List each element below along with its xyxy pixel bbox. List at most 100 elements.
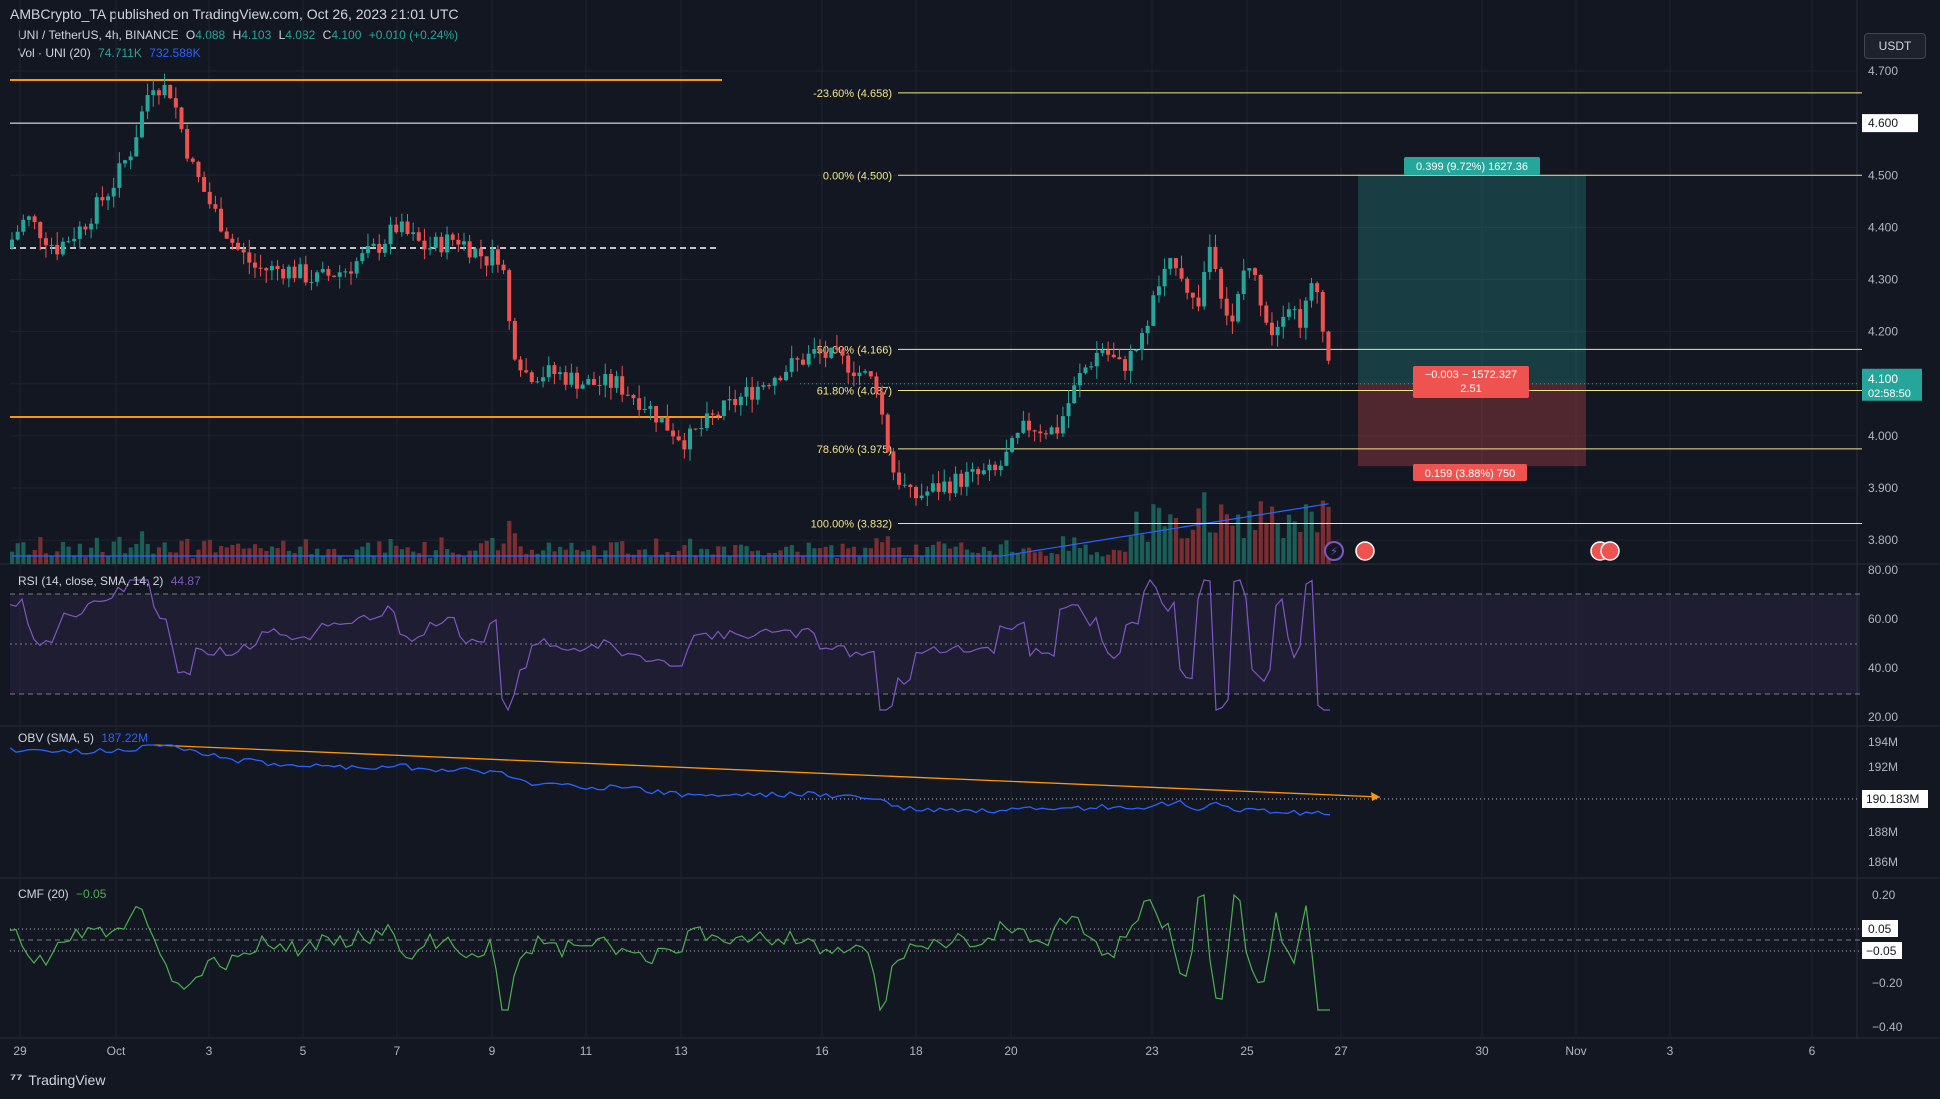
us-flag-icon[interactable] bbox=[1355, 541, 1375, 561]
volume-bar bbox=[207, 539, 212, 564]
volume-bar bbox=[801, 555, 806, 564]
fib-level-label: 78.60% (3.975) bbox=[817, 444, 892, 456]
volume-bar bbox=[671, 554, 676, 564]
candle bbox=[123, 160, 127, 164]
candle bbox=[817, 349, 822, 353]
event-icons[interactable]: ⚡ bbox=[1324, 541, 1620, 561]
candle bbox=[1315, 283, 1320, 292]
candle bbox=[1230, 315, 1235, 322]
candle bbox=[1117, 357, 1122, 360]
volume-bar bbox=[744, 546, 749, 564]
candle bbox=[874, 376, 879, 393]
volume-bar bbox=[676, 550, 681, 564]
candle bbox=[117, 163, 122, 188]
us-flag-icon[interactable] bbox=[1600, 541, 1620, 561]
fib-level-label: -23.60% (4.658) bbox=[813, 88, 892, 100]
volume-bar bbox=[535, 553, 540, 564]
volume-bar bbox=[936, 541, 941, 564]
volume-bar bbox=[1117, 550, 1122, 564]
candle bbox=[450, 234, 455, 240]
volume-bar bbox=[467, 550, 472, 564]
candle bbox=[529, 372, 534, 383]
candle bbox=[976, 469, 981, 475]
lightning-icon[interactable] bbox=[1324, 541, 1344, 561]
volume-bar bbox=[614, 542, 619, 564]
volume-bar bbox=[94, 537, 99, 564]
candle bbox=[145, 95, 150, 112]
obv-trendline[interactable] bbox=[153, 744, 1381, 798]
candle bbox=[947, 481, 952, 494]
candle bbox=[247, 252, 252, 263]
volume-bar bbox=[1145, 541, 1150, 564]
target-label-bg bbox=[1404, 157, 1540, 175]
volume-bar bbox=[179, 540, 184, 564]
volume-bar bbox=[66, 546, 71, 564]
volume-bar bbox=[490, 537, 495, 564]
volume-bar bbox=[1094, 552, 1099, 564]
rsi-tick: 20.00 bbox=[1868, 710, 1898, 724]
volume-bar bbox=[880, 542, 885, 564]
candle bbox=[569, 372, 574, 385]
volume-bar bbox=[569, 542, 574, 564]
candle bbox=[128, 156, 133, 161]
symbol-name: UNI / TetherUS, 4h, BINANCE bbox=[18, 28, 179, 42]
candle bbox=[501, 264, 506, 271]
candle bbox=[1162, 268, 1167, 287]
fib-retracement[interactable]: -23.60% (4.658) 0.00% (4.500) 50.00% (4.16… bbox=[811, 88, 1862, 531]
volume-bar bbox=[659, 554, 664, 564]
volume-bar bbox=[15, 543, 20, 564]
entry-label-text-1: −0.003 − 1572.327 bbox=[1425, 369, 1517, 381]
candle bbox=[1021, 420, 1026, 433]
volume-ma-line bbox=[12, 503, 1329, 557]
volume-bar bbox=[320, 555, 325, 564]
cmf-title: CMF (20) −0.05 bbox=[18, 887, 106, 901]
candle bbox=[558, 372, 563, 375]
volume-bar bbox=[603, 550, 608, 564]
currency-button[interactable]: USDT bbox=[1864, 33, 1926, 59]
volume-bar bbox=[1066, 550, 1071, 564]
candle bbox=[682, 440, 687, 450]
volume-bars bbox=[10, 492, 1331, 564]
volume-bar bbox=[303, 539, 308, 564]
candle bbox=[586, 379, 591, 385]
price-axis[interactable]: 4.700 4.600 4.500 4.400 4.300 4.200 4.100 4.000… bbox=[1862, 64, 1922, 547]
volume-bar bbox=[1162, 526, 1167, 564]
candle bbox=[1236, 293, 1241, 322]
candle bbox=[399, 221, 404, 233]
candle bbox=[942, 481, 947, 492]
volume-bar bbox=[902, 557, 907, 564]
volume-bar bbox=[976, 552, 981, 564]
candle bbox=[315, 272, 320, 282]
horizontal-lines[interactable] bbox=[10, 79, 1857, 418]
obv-current-bg bbox=[1862, 790, 1928, 808]
time-tick: 29 bbox=[13, 1044, 27, 1058]
candle bbox=[303, 264, 308, 283]
volume-bar bbox=[857, 556, 862, 564]
volume-bar bbox=[230, 544, 235, 564]
candle bbox=[552, 365, 557, 375]
price-tick: 3.900 bbox=[1868, 481, 1898, 495]
volume-bar bbox=[1038, 551, 1043, 564]
candle bbox=[156, 90, 161, 96]
candle bbox=[507, 270, 512, 322]
volume-bar bbox=[72, 555, 77, 564]
candle bbox=[575, 372, 579, 389]
candle bbox=[863, 371, 868, 373]
volume-bar bbox=[1123, 551, 1128, 564]
volume-bar bbox=[1049, 552, 1054, 564]
obv-line bbox=[9, 744, 1331, 816]
volume-bar bbox=[1196, 508, 1201, 564]
time-axis[interactable]: 29 Oct 3 5 7 9 11 13 16 18 20 23 25 27 30 Nov 3 6 bbox=[13, 1044, 1815, 1058]
tradingview-logo[interactable]: ⁷⁷ TradingView bbox=[10, 1071, 105, 1088]
volume-bar bbox=[439, 537, 444, 564]
long-position-profit-zone[interactable] bbox=[1358, 175, 1586, 384]
candle bbox=[580, 384, 585, 389]
time-tick: 13 bbox=[674, 1044, 688, 1058]
candle bbox=[185, 129, 190, 159]
candle bbox=[168, 84, 173, 99]
candle bbox=[919, 495, 924, 499]
volume-bar bbox=[1179, 538, 1184, 564]
volume-bar bbox=[1202, 492, 1207, 564]
volume-bar bbox=[529, 549, 534, 564]
